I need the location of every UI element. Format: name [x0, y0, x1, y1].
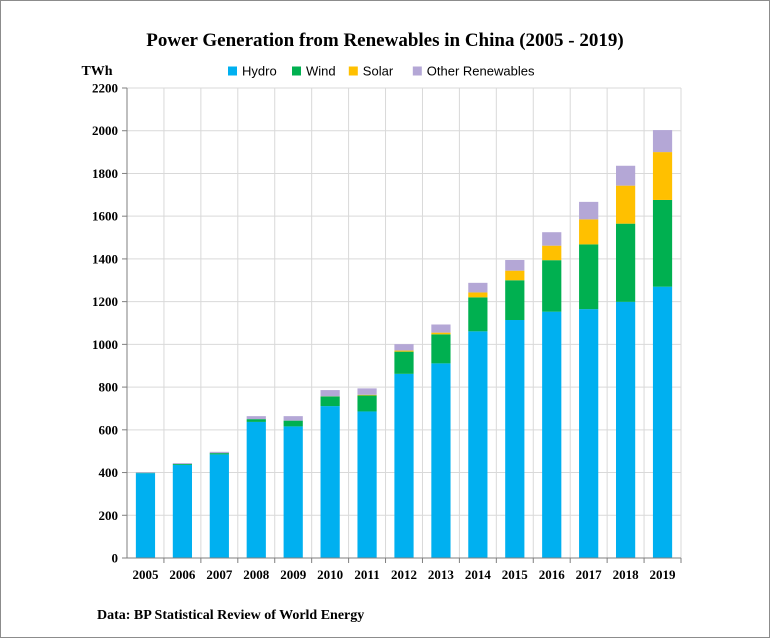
- x-tick-label: 2017: [576, 567, 603, 582]
- bar-segment-wind: [209, 453, 229, 455]
- bar-segment-other-renewables: [579, 201, 599, 220]
- bar-segment-hydro: [579, 309, 599, 558]
- bar-segment-wind: [246, 419, 266, 422]
- bar-segment-hydro: [135, 473, 156, 558]
- bar-segment-solar: [652, 152, 673, 200]
- bar-segment-solar: [468, 292, 488, 298]
- y-tick-label: 2200: [92, 81, 118, 96]
- y-tick-label: 800: [99, 380, 119, 395]
- bar-segment-other-renewables: [357, 388, 377, 395]
- x-tick-label: 2019: [650, 567, 677, 582]
- bar-segment-other-renewables: [135, 472, 156, 473]
- bar-segment-wind: [320, 396, 340, 407]
- x-tick-label: 2009: [280, 567, 307, 582]
- y-tick-label: 600: [99, 422, 119, 437]
- bar-segment-solar: [542, 245, 562, 261]
- bar-segment-wind: [505, 280, 525, 321]
- legend-label: Wind: [306, 64, 336, 79]
- bar-segment-wind: [468, 297, 488, 332]
- y-tick-label: 1000: [92, 337, 118, 352]
- bar-segment-other-renewables: [394, 344, 414, 351]
- y-tick-label: 400: [99, 465, 119, 480]
- bar-segment-wind: [652, 199, 673, 287]
- legend: Hydro Wind Solar Other Renewables: [228, 64, 535, 79]
- y-tick-label: 2000: [92, 123, 118, 138]
- y-tick-label: 1200: [92, 294, 118, 309]
- legend-label: Hydro: [242, 64, 277, 79]
- bar-segment-wind: [357, 395, 377, 412]
- tick-labels: 0 200 400 600 800 1000 1200 1400 1600 1800 2000 220…: [92, 81, 676, 583]
- x-tick-label: 2006: [169, 567, 196, 582]
- bar-segment-other-renewables: [431, 324, 451, 333]
- x-tick-label: 2014: [465, 567, 492, 582]
- x-tick-label: 2005: [132, 567, 159, 582]
- y-tick-label: 1600: [92, 209, 118, 224]
- bar-segment-hydro: [431, 363, 451, 558]
- x-tick-label: 2018: [613, 567, 640, 582]
- bar-segment-hydro: [320, 406, 340, 558]
- bar-segment-hydro: [246, 421, 266, 558]
- bars: [135, 130, 673, 558]
- legend-swatch-solar: [348, 66, 358, 76]
- x-tick-label: 2012: [391, 567, 417, 582]
- bar-segment-wind: [394, 351, 414, 374]
- chart-title: Power Generation from Renewables in Chin…: [146, 30, 623, 51]
- bar-segment-hydro: [357, 411, 377, 558]
- bar-segment-wind: [542, 260, 562, 312]
- bar-segment-other-renewables: [246, 416, 266, 420]
- axes: [122, 87, 682, 563]
- bar-segment-other-renewables: [468, 282, 488, 293]
- legend-swatch-other-renewables: [412, 66, 422, 76]
- x-tick-label: 2016: [539, 567, 566, 582]
- bar-segment-wind: [283, 420, 303, 427]
- y-axis-label: TWh: [81, 64, 112, 79]
- bar-segment-wind: [615, 223, 636, 302]
- bar-segment-solar: [579, 219, 599, 245]
- bar-segment-solar: [615, 185, 636, 224]
- bar-segment-wind: [579, 244, 599, 310]
- bar-segment-solar: [394, 350, 414, 352]
- bar-segment-hydro: [542, 311, 562, 558]
- bar-segment-wind: [172, 464, 193, 465]
- legend-swatch-hydro: [228, 66, 237, 76]
- bar-segment-hydro: [615, 301, 636, 558]
- bar-segment-hydro: [652, 286, 673, 558]
- bar-segment-hydro: [468, 331, 488, 558]
- x-tick-label: 2007: [206, 567, 233, 582]
- legend-label: Solar: [363, 64, 394, 79]
- bar-segment-hydro: [172, 464, 193, 558]
- x-tick-label: 2013: [428, 567, 455, 582]
- bar-segment-solar: [505, 270, 525, 281]
- bar-segment-other-renewables: [505, 259, 525, 271]
- x-tick-label: 2010: [317, 567, 343, 582]
- bar-segment-hydro: [209, 454, 229, 558]
- y-tick-label: 200: [99, 508, 119, 523]
- legend-swatch-wind: [292, 66, 301, 76]
- x-tick-label: 2015: [502, 567, 529, 582]
- source-note: Data: BP Statistical Review of World Ene…: [97, 608, 364, 623]
- x-tick-label: 2011: [354, 567, 379, 582]
- bar-segment-other-renewables: [172, 463, 193, 464]
- x-tick-label: 2008: [243, 567, 270, 582]
- bar-segment-other-renewables: [615, 165, 636, 186]
- y-tick-label: 1400: [92, 251, 118, 266]
- bar-segment-other-renewables: [652, 130, 673, 153]
- bar-segment-wind: [431, 334, 451, 364]
- y-tick-label: 0: [112, 551, 119, 566]
- bar-segment-other-renewables: [209, 451, 229, 454]
- bar-segment-solar: [357, 394, 377, 396]
- bar-segment-hydro: [283, 426, 303, 558]
- bar-segment-solar: [431, 332, 451, 335]
- bar-segment-hydro: [505, 320, 525, 558]
- y-tick-label: 1800: [92, 166, 118, 181]
- legend-label: Other Renewables: [427, 64, 535, 79]
- bar-segment-other-renewables: [283, 416, 303, 421]
- bar-segment-other-renewables: [542, 232, 562, 246]
- bar-segment-hydro: [394, 373, 414, 558]
- bar-segment-other-renewables: [320, 390, 340, 397]
